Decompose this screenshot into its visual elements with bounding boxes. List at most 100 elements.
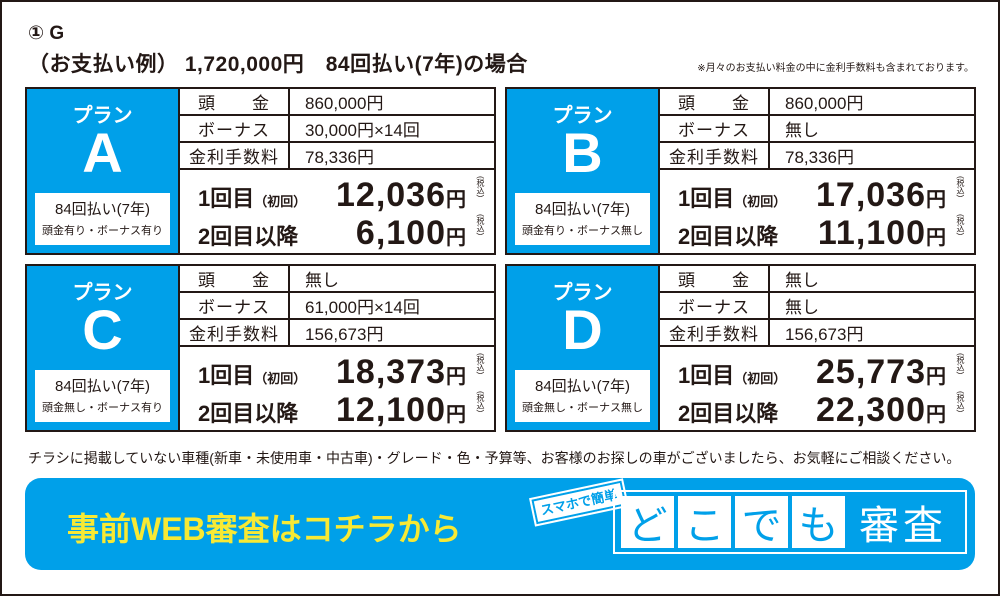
row-fee: 金利手数料 156,673円 (180, 320, 494, 347)
plan-term: 84回払い(7年) (534, 201, 631, 218)
value: 156,673円 (785, 325, 864, 344)
plan-term: 84回払い(7年) (54, 201, 151, 218)
payment-example: （お支払い例） 1,720,000円 84回払い(7年)の場合 (28, 53, 528, 76)
value: 61,000円×14回 (305, 298, 420, 317)
later-amount: 6,100 (355, 214, 446, 252)
first-text: 1回目 (678, 363, 735, 388)
logo-suffix: 審査 (859, 504, 947, 548)
first-payment: 1回目（初回） 18,373 円 (198, 353, 466, 392)
tax-included: (税込) (956, 391, 965, 413)
row-down-payment: 頭 金無し (660, 266, 974, 293)
value: 無し (785, 298, 819, 317)
plan-condition: 頭金無し・ボーナス無し (522, 402, 643, 414)
value: 78,336円 (305, 148, 374, 167)
payments: 1回目（初回） 17,036 円 (税込) 2回目以降 11,100 円 (税込) (660, 170, 974, 253)
later-payment: 2回目以降 22,300 円 (678, 391, 946, 430)
key: 金利手数料 (180, 143, 290, 168)
yen: 円 (446, 404, 466, 426)
logo-char: も (792, 496, 845, 548)
first-text: 1回目 (678, 186, 735, 211)
value: 78,336円 (785, 148, 854, 167)
row-down-payment: 頭 金無し (180, 266, 494, 293)
tax-included: (税込) (956, 176, 965, 198)
smartphone-easy-badge: スマホで簡単 (529, 477, 629, 528)
first-label: 1回目（初回） (198, 181, 306, 213)
payments: 1回目（初回） 25,773 円 (税込) 2回目以降 22,300 円 (税込) (660, 347, 974, 430)
row-bonus: ボーナス 30,000円×14回 (180, 116, 494, 143)
key: ボーナス (180, 293, 290, 318)
later-label: 2回目以降 (198, 401, 299, 426)
row-down-payment: 頭 金 860,000円 (180, 89, 494, 116)
banner-text: 事前WEB審査はコチラから (67, 511, 462, 547)
first-text: 1回目 (198, 186, 255, 211)
tax-included: (税込) (476, 176, 485, 198)
plan-terms: 84回払い(7年) 頭金有り・ボーナス無し (515, 193, 650, 245)
key: 頭 金 (660, 89, 770, 114)
plan-letter: C (82, 298, 123, 361)
first-amount: 12,036 (336, 176, 446, 214)
tax-included: (税込) (956, 214, 965, 236)
value: 無し (785, 271, 819, 290)
payments: 1回目（初回） 12,036 円 (税込) 2回目以降 6,100 円 (税込) (180, 170, 494, 253)
tax-included: (税込) (476, 214, 485, 236)
later-label: 2回目以降 (678, 401, 779, 426)
plan-terms: 84回払い(7年) 頭金有り・ボーナス有り (35, 193, 170, 245)
first-amount: 18,373 (336, 353, 446, 391)
first-label: 1回目（初回） (198, 358, 306, 390)
footer-note: チラシに掲載していない車種(新車・未使用車・中古車)・グレード・色・予算等、お客… (28, 450, 961, 466)
logo-char: で (735, 496, 788, 548)
value: 無し (785, 121, 819, 140)
row-fee: 金利手数料 156,673円 (660, 320, 974, 347)
plan-term: 84回払い(7年) (54, 378, 151, 395)
row-down-payment: 頭 金 860,000円 (660, 89, 974, 116)
plan-label: プラン (552, 105, 613, 127)
first-amount: 17,036 (816, 176, 926, 214)
plan-details: 頭 金 860,000円 ボーナス 30,000円×14回 金利手数料 78,336円… (180, 89, 494, 253)
plan-card: プラン B 84回払い(7年) 頭金有り・ボーナス無し 頭 金 860,000円 … (505, 87, 976, 255)
later-payment: 2回目以降 11,100 円 (678, 214, 946, 253)
first-payment: 1回目（初回） 25,773 円 (678, 353, 946, 392)
plan-condition: 頭金有り・ボーナス有り (42, 225, 163, 237)
first-amount: 25,773 (816, 353, 926, 391)
key: ボーナス (660, 116, 770, 141)
value: 860,000円 (305, 94, 384, 113)
row-bonus: ボーナス 61,000円×14回 (180, 293, 494, 320)
later-payment: 2回目以降 12,100 円 (198, 391, 466, 430)
value: 156,673円 (305, 325, 384, 344)
dokodemo-shinsa-logo: ど こ で も 審査 (613, 490, 967, 554)
first-text: 1回目 (198, 363, 255, 388)
plan-details: 頭 金無し ボーナス 61,000円×14回 金利手数料 156,673円 1回目（… (180, 266, 494, 430)
plan-term: 84回払い(7年) (534, 378, 631, 395)
row-fee: 金利手数料 78,336円 (660, 143, 974, 170)
plan-label: プラン (72, 105, 133, 127)
first-sub: （初回） (254, 371, 307, 386)
logo-char: こ (678, 496, 731, 548)
plan-details: 頭 金 860,000円 ボーナス 無し 金利手数料 78,336円 1回目（初回） 1… (660, 89, 974, 253)
later-amount: 22,300 (816, 391, 926, 429)
plan-side: プラン B 84回払い(7年) 頭金有り・ボーナス無し (507, 89, 660, 253)
plan-label: プラン (72, 282, 133, 304)
plan-details: 頭 金無し ボーナス 無し 金利手数料 156,673円 1回目（初回） 25,773… (660, 266, 974, 430)
first-payment: 1回目（初回） 12,036 円 (198, 176, 466, 215)
later-label: 2回目以降 (678, 224, 779, 249)
key: 金利手数料 (180, 320, 290, 345)
first-payment: 1回目（初回） 17,036 円 (678, 176, 946, 215)
key: 頭 金 (660, 266, 770, 291)
web-review-banner[interactable]: 事前WEB審査はコチラから スマホで簡単 ど こ で も 審査 (25, 477, 975, 570)
later-amount: 12,100 (336, 391, 446, 429)
first-sub: （初回） (734, 194, 787, 209)
plan-card: プラン D 84回払い(7年) 頭金無し・ボーナス無し 頭 金無し ボーナス 無し… (505, 264, 976, 432)
tax-included: (税込) (476, 391, 485, 413)
key: ボーナス (660, 293, 770, 318)
later-label: 2回目以降 (198, 224, 299, 249)
yen: 円 (926, 404, 946, 426)
first-sub: （初回） (254, 194, 307, 209)
fee-note: ※月々のお支払い料金の中に金利手数料も含まれております。 (697, 63, 974, 74)
key: 頭 金 (180, 266, 290, 291)
row-fee: 金利手数料 78,336円 (180, 143, 494, 170)
yen: 円 (446, 189, 466, 211)
plan-card: プラン C 84回払い(7年) 頭金無し・ボーナス有り 頭 金無し ボーナス 61… (25, 264, 496, 432)
later-amount: 11,100 (817, 214, 926, 252)
later-payment: 2回目以降 6,100 円 (198, 214, 466, 253)
yen: 円 (926, 366, 946, 388)
